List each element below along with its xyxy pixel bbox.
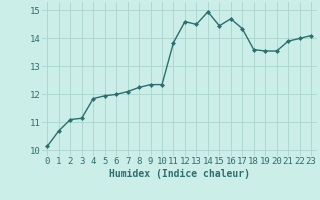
X-axis label: Humidex (Indice chaleur): Humidex (Indice chaleur) [109, 169, 250, 179]
